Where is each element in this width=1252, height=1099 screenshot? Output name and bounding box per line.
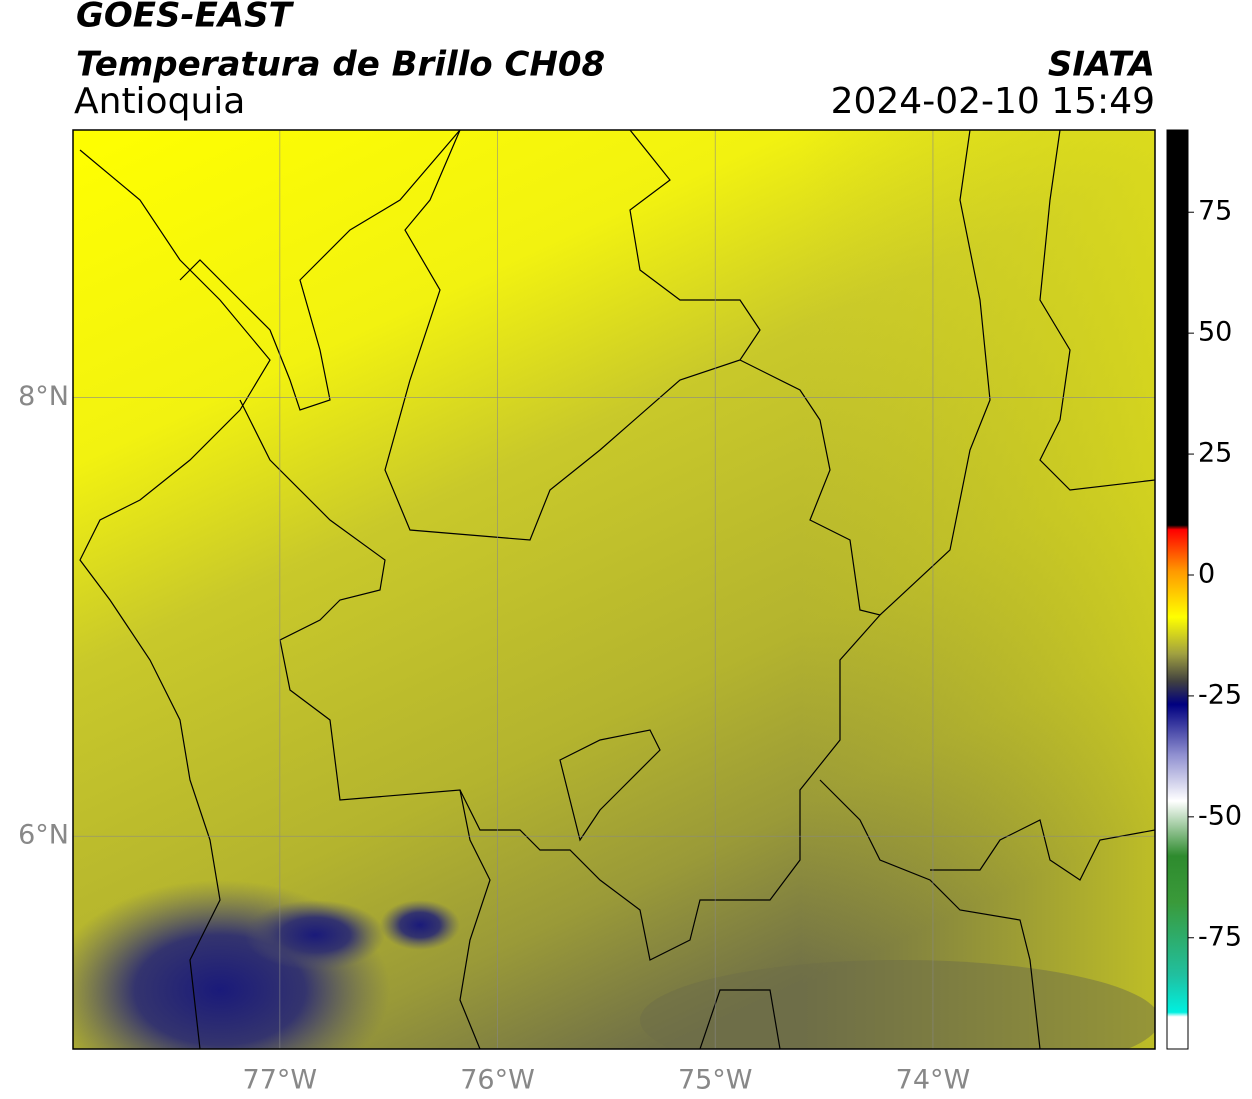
boundaries <box>79 130 1155 1049</box>
cold-cloud <box>380 900 460 950</box>
x-tick-label: 76°W <box>460 1065 535 1096</box>
y-tick-label: 6°N <box>18 820 69 851</box>
cold-cloud <box>245 900 385 970</box>
x-tick-label: 75°W <box>678 1065 753 1096</box>
x-tick-label: 74°W <box>896 1065 971 1096</box>
y-tick-label: 8°N <box>18 381 69 412</box>
map-frame <box>72 129 1156 1050</box>
region: Antioquia <box>74 81 245 122</box>
colorbar-tick-label: -75 <box>1198 921 1242 952</box>
brightness-field <box>800 130 1155 1049</box>
grid <box>73 130 1155 1049</box>
axes: 77°W 76°W 75°W 74°W 8°N 6°N 75 50 25 0 -25 -50 -75 <box>18 196 1242 1096</box>
brightness-field <box>640 960 1155 1049</box>
x-tick-label: 77°W <box>243 1065 318 1096</box>
colorbar-tick-label: -50 <box>1198 800 1242 831</box>
colorbar <box>1166 129 1189 1050</box>
subtitle: Temperatura de Brillo CH08 <box>76 45 605 85</box>
map <box>73 130 1155 1049</box>
colorbar-tick-label: 0 <box>1198 558 1215 589</box>
colorbar-tick-label: 50 <box>1198 317 1232 348</box>
source: SIATA <box>1048 45 1155 85</box>
colorbar-tick-label: 75 <box>1198 196 1232 227</box>
title: GOES-EAST <box>76 0 295 36</box>
colorbar-tick-label: 25 <box>1198 438 1232 469</box>
colorbar-tick-label: -25 <box>1198 679 1242 710</box>
datetime: 2024-02-10 15:49 <box>831 81 1155 122</box>
